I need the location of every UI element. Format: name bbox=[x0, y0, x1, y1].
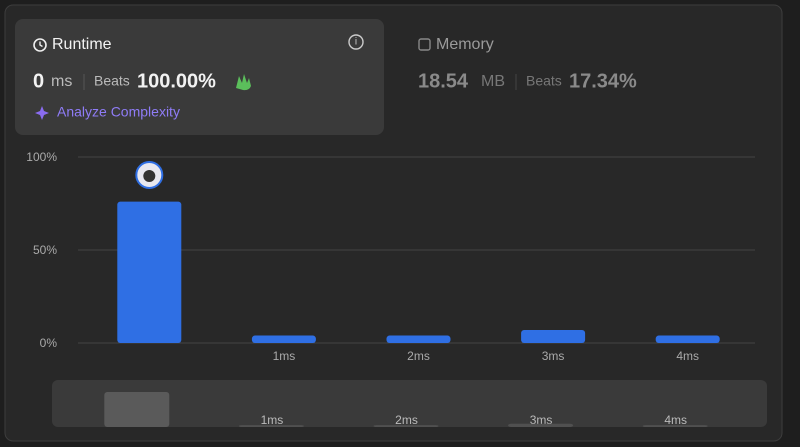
bar bbox=[386, 335, 451, 343]
memory-value: 18.54 bbox=[418, 70, 469, 92]
clock-icon bbox=[33, 38, 47, 52]
memory-unit: MB bbox=[481, 73, 505, 90]
info-icon[interactable] bbox=[348, 34, 364, 50]
clock-hands bbox=[39, 41, 43, 48]
memory-beats-value: 17.34% bbox=[569, 70, 637, 92]
beats-value: 100.00% bbox=[137, 70, 216, 92]
y-tick-label: 100% bbox=[26, 150, 57, 164]
x-tick-label: 2ms bbox=[407, 349, 430, 363]
navigator-label: 3ms bbox=[530, 413, 553, 427]
navigator-bar bbox=[104, 392, 170, 427]
y-tick-label: 50% bbox=[33, 243, 57, 257]
memory-beats-label: Beats bbox=[526, 73, 562, 89]
chip-icon bbox=[418, 38, 431, 51]
bar bbox=[117, 201, 182, 343]
x-tick-label: 1ms bbox=[273, 349, 296, 363]
memory-label[interactable]: Memory bbox=[436, 36, 494, 53]
x-tick-label: 3ms bbox=[542, 349, 565, 363]
wave-icon bbox=[236, 74, 251, 91]
runtime-card[interactable] bbox=[15, 19, 384, 135]
analyze-link[interactable]: Analyze Complexity bbox=[57, 104, 180, 120]
info-glyph: i bbox=[355, 37, 357, 48]
y-tick-label: 0% bbox=[40, 336, 58, 350]
x-tick-label: 4ms bbox=[676, 349, 699, 363]
navigator-label: 2ms bbox=[395, 413, 418, 427]
navigator-label: 1ms bbox=[261, 413, 284, 427]
navigator[interactable] bbox=[52, 380, 767, 427]
navigator-bar bbox=[642, 425, 708, 427]
navigator-bar bbox=[508, 423, 574, 427]
runtime-value: 0 bbox=[33, 70, 44, 92]
sparkle-icon bbox=[35, 106, 49, 120]
navigator-label: 4ms bbox=[664, 413, 687, 427]
runtime-unit: ms bbox=[51, 73, 72, 90]
bar bbox=[655, 335, 720, 343]
bar bbox=[251, 335, 316, 343]
bar bbox=[521, 329, 586, 343]
navigator-bar bbox=[238, 425, 304, 427]
navigator-bar bbox=[373, 425, 439, 427]
beats-label: Beats bbox=[94, 73, 130, 89]
user-avatar-face bbox=[143, 170, 156, 182]
runtime-label: Runtime bbox=[52, 36, 112, 53]
